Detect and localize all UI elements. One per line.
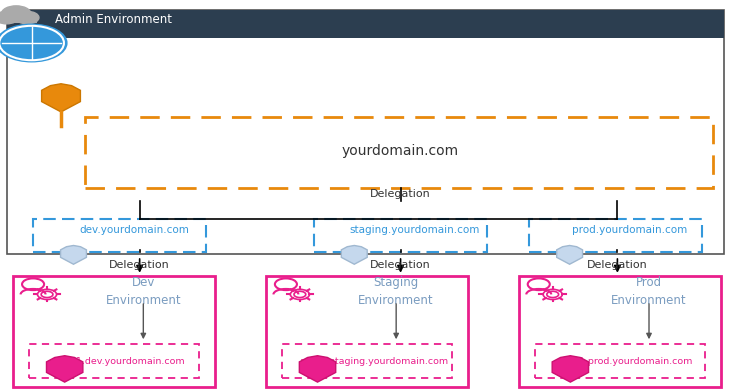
Polygon shape bbox=[556, 246, 583, 264]
Polygon shape bbox=[42, 84, 80, 112]
Text: Delegation: Delegation bbox=[370, 260, 431, 270]
Text: app1.prod.yourdomain.com: app1.prod.yourdomain.com bbox=[562, 357, 693, 366]
FancyBboxPatch shape bbox=[314, 219, 487, 252]
FancyBboxPatch shape bbox=[7, 10, 724, 38]
FancyBboxPatch shape bbox=[0, 16, 37, 23]
Text: Staging
Environment: Staging Environment bbox=[359, 276, 434, 307]
Circle shape bbox=[15, 11, 39, 24]
Text: Delegation: Delegation bbox=[587, 260, 648, 270]
Text: Prod
Environment: Prod Environment bbox=[612, 276, 686, 307]
Text: dev.yourdomain.com: dev.yourdomain.com bbox=[79, 225, 190, 235]
Text: yourdomain.com: yourdomain.com bbox=[342, 143, 459, 158]
Polygon shape bbox=[552, 356, 589, 382]
Polygon shape bbox=[341, 246, 368, 264]
Text: Dev
Environment: Dev Environment bbox=[106, 276, 181, 307]
Text: app1.dev.yourdomain.com: app1.dev.yourdomain.com bbox=[58, 357, 185, 366]
Text: Admin Environment: Admin Environment bbox=[55, 13, 172, 26]
Text: Delegation: Delegation bbox=[110, 260, 170, 270]
Circle shape bbox=[0, 11, 18, 24]
Text: staging.yourdomain.com: staging.yourdomain.com bbox=[349, 225, 480, 235]
FancyBboxPatch shape bbox=[529, 219, 702, 252]
FancyBboxPatch shape bbox=[29, 344, 199, 378]
Circle shape bbox=[0, 24, 67, 62]
FancyBboxPatch shape bbox=[282, 344, 452, 378]
FancyBboxPatch shape bbox=[519, 276, 721, 387]
FancyBboxPatch shape bbox=[535, 344, 705, 378]
FancyBboxPatch shape bbox=[266, 276, 468, 387]
Polygon shape bbox=[60, 246, 87, 264]
FancyBboxPatch shape bbox=[13, 276, 215, 387]
Text: app1. staging.yourdomain.com: app1. staging.yourdomain.com bbox=[301, 357, 448, 366]
FancyBboxPatch shape bbox=[33, 219, 206, 252]
Polygon shape bbox=[299, 356, 336, 382]
Text: prod.yourdomain.com: prod.yourdomain.com bbox=[573, 225, 687, 235]
Text: Delegation: Delegation bbox=[370, 188, 431, 199]
Polygon shape bbox=[46, 356, 83, 382]
Circle shape bbox=[1, 6, 31, 22]
FancyBboxPatch shape bbox=[7, 10, 724, 254]
